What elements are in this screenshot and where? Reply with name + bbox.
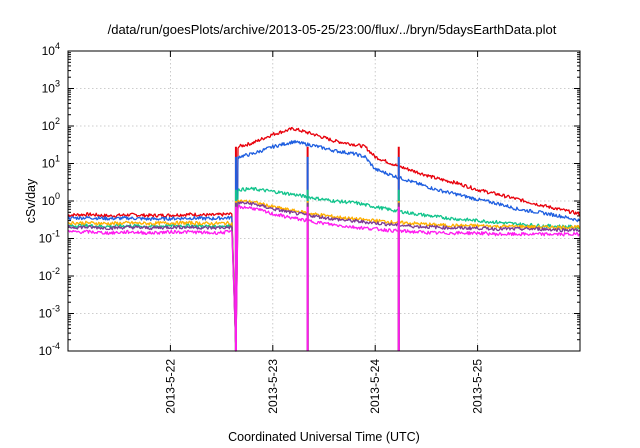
series-line-6: [67, 204, 581, 352]
series-line-5: [67, 201, 581, 352]
chart-title: /data/run/goesPlots/archive/2013-05-25/2…: [108, 22, 557, 37]
x-axis-ticks: 2013-5-22 2013-5-23 2013-5-24 2013-5-25: [163, 51, 485, 414]
x-tick-label: 2013-5-23: [266, 359, 280, 414]
y-tick-label: 10-4: [39, 341, 60, 358]
y-tick-label: 102: [42, 116, 60, 133]
series-line-3: [67, 186, 581, 352]
x-tick-label: 2013-5-22: [163, 359, 177, 414]
y-tick-label: 10-2: [39, 266, 60, 283]
x-tick-label: 2013-5-25: [471, 359, 485, 414]
y-tick-label: 104: [42, 41, 60, 58]
series-line-1: [67, 126, 581, 352]
series-line-4: [67, 199, 581, 352]
y-tick-label: 103: [42, 79, 60, 96]
x-axis-label: Coordinated Universal Time (UTC): [228, 430, 420, 444]
y-tick-label: 100: [42, 191, 60, 208]
grid-lines: [68, 51, 580, 351]
x-tick-label: 2013-5-24: [368, 359, 382, 414]
y-axis-label: cSv/day: [24, 178, 38, 223]
y-tick-label: 10-3: [39, 304, 60, 321]
y-tick-label: 101: [42, 154, 60, 171]
y-tick-label: 10-1: [39, 229, 60, 246]
plot-frame: [67, 50, 581, 352]
plot-area: [67, 126, 581, 352]
series-line-2: [67, 139, 581, 352]
